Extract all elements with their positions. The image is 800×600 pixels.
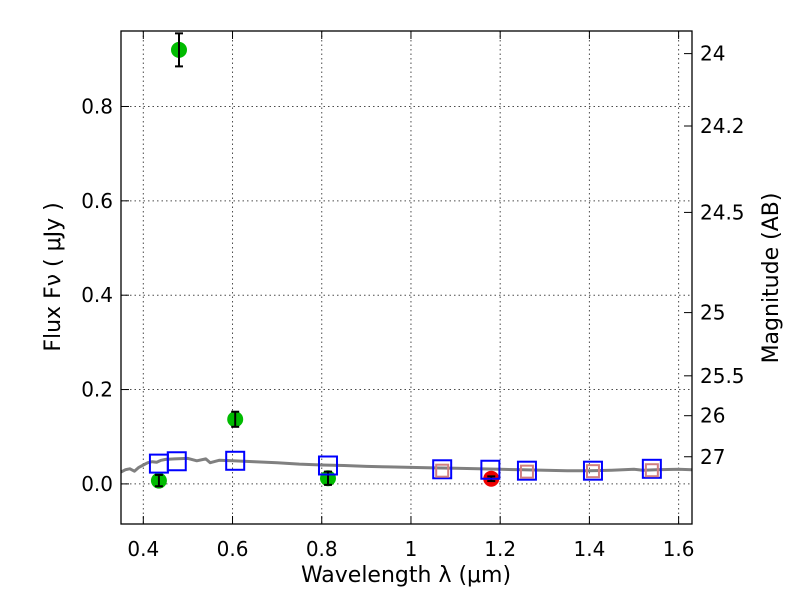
- y-tick-label: 0.6: [81, 189, 113, 213]
- x-tick-label: 1.2: [484, 537, 516, 561]
- mag-tick-label: 24: [700, 42, 725, 66]
- x-tick-label: 1: [405, 537, 418, 561]
- model-square-pink: [519, 464, 534, 479]
- model-square-blue: [641, 458, 662, 479]
- data-layer: [120, 32, 693, 489]
- mag-tick-label: 27: [700, 445, 725, 469]
- mag-tick-label: 24.5: [700, 200, 745, 224]
- model-square-blue: [480, 459, 501, 480]
- plot-frame: [120, 30, 693, 525]
- x-tick-label: 1.4: [573, 537, 605, 561]
- x-tick-label: 0.8: [306, 537, 338, 561]
- model-square-blue: [432, 459, 453, 480]
- y-tick-label: 0.8: [81, 94, 113, 118]
- y-tick-label: 0.0: [81, 472, 113, 496]
- model-square-pink: [435, 463, 450, 478]
- grid-layer: [121, 31, 692, 524]
- mag-tick-label: 25.5: [700, 364, 745, 388]
- model-square-blue: [166, 451, 187, 472]
- y-tick-label: 0.2: [81, 378, 113, 402]
- y2-axis-title: Magnitude (AB): [759, 193, 784, 364]
- mag-tick-label: 26: [700, 404, 725, 428]
- model-square-blue: [225, 450, 246, 471]
- x-axis-title: Wavelength λ (μm): [301, 563, 511, 588]
- tick-layer: 0.4 0.6 0.8 1 1.2 1.4 1.6 0.0 0.2 0.4 0.6 0.8 24 24.2…: [81, 31, 745, 561]
- mag-tick-label: 24.2: [700, 114, 745, 138]
- model-square-blue: [317, 455, 338, 476]
- y-tick-label: 0.4: [81, 283, 113, 307]
- model-square-pink: [644, 463, 659, 478]
- model-square-blue: [582, 460, 603, 481]
- x-tick-label: 1.6: [663, 537, 695, 561]
- model-square-blue: [516, 460, 537, 481]
- mag-tick-label: 25: [700, 301, 725, 325]
- y-axis-title: Flux Fν ( μJy ): [41, 202, 66, 351]
- x-tick-label: 0.4: [127, 537, 159, 561]
- model-square-pink: [585, 464, 600, 479]
- x-tick-label: 0.6: [217, 537, 249, 561]
